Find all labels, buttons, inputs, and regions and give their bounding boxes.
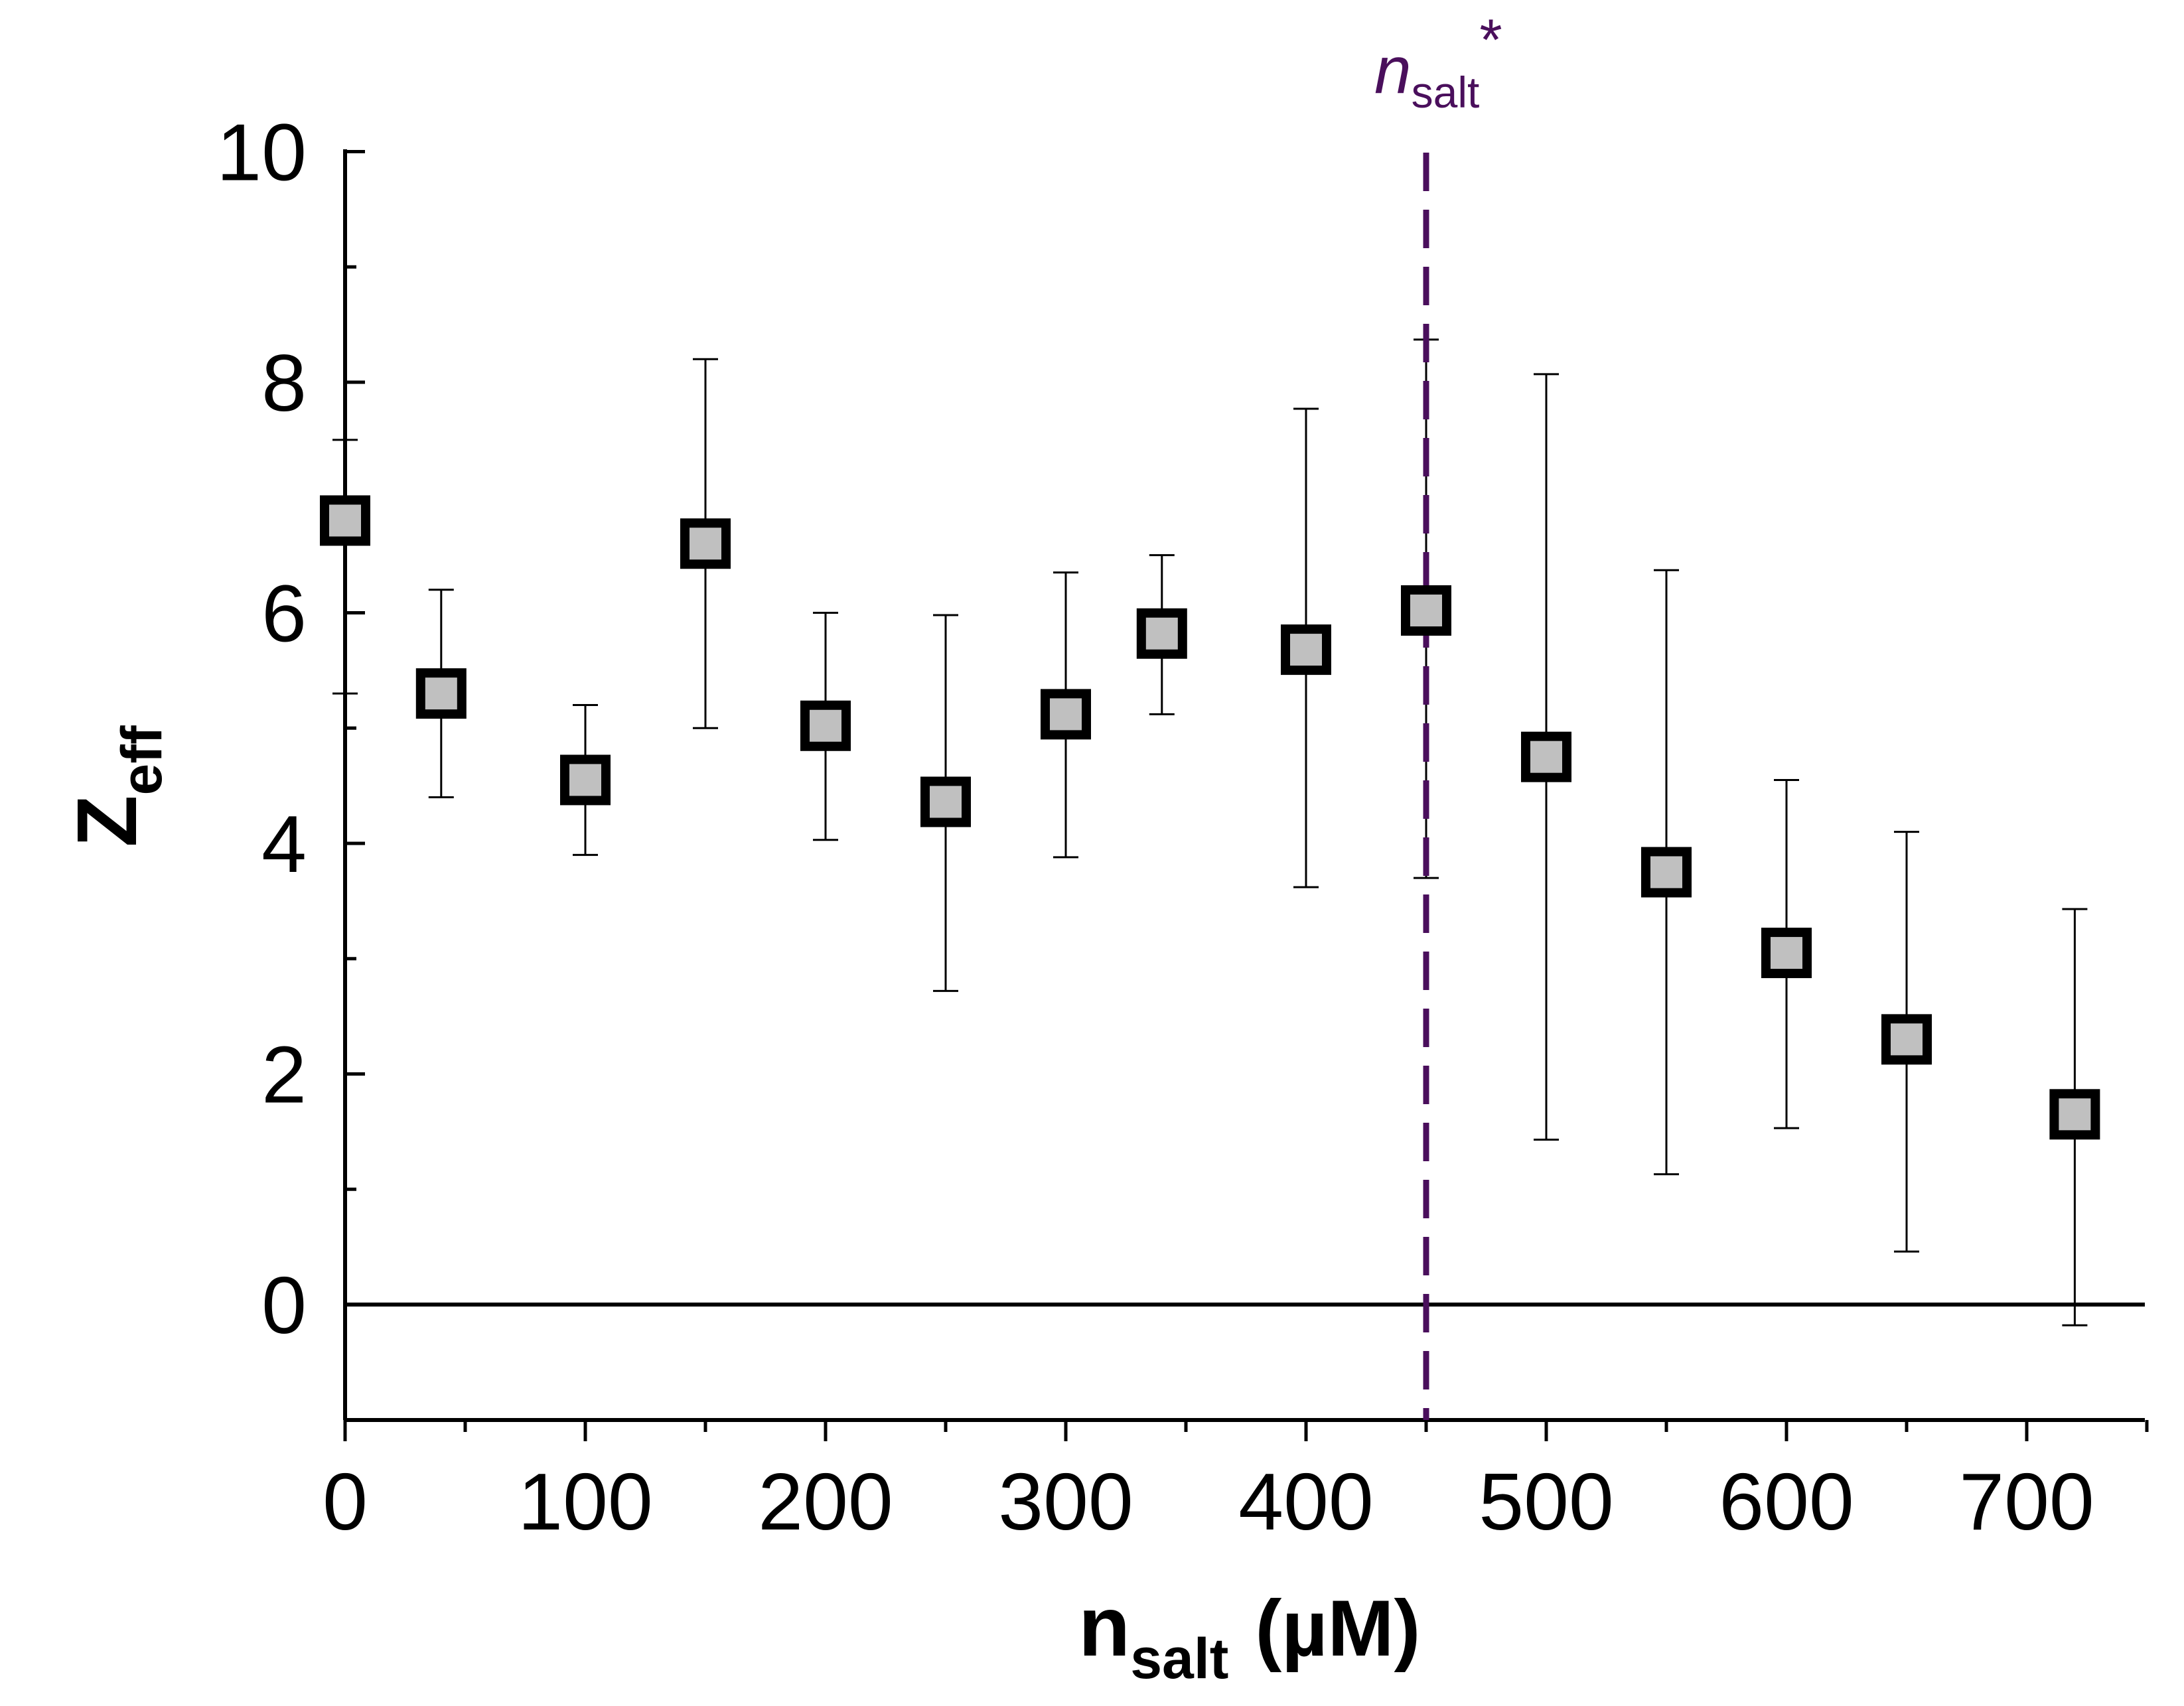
y-tick-label: 6 [261, 569, 307, 659]
x-axis-title: nsalt (µM) [1078, 1579, 1420, 1691]
x-axis-title-unit: (µM) [1255, 1584, 1420, 1673]
data-point [1881, 1014, 1932, 1065]
y-tick-label: 2 [261, 1030, 307, 1120]
data-points [320, 495, 2100, 1140]
data-point [2049, 1089, 2100, 1140]
data-point [1401, 585, 1451, 636]
y-ticks: 0 2 4 6 8 10 [216, 107, 365, 1422]
critical-salt-label-sup: * [1479, 7, 1502, 72]
x-tick-label: 500 [1479, 1457, 1614, 1547]
x-tick-label: 400 [1238, 1457, 1374, 1547]
y-tick-label: 4 [261, 799, 307, 889]
critical-salt-label-main: n [1374, 33, 1412, 107]
x-tick-label: 100 [518, 1457, 653, 1547]
data-point [800, 700, 851, 751]
data-point [1521, 731, 1571, 782]
y-axis-title-main: Z [60, 795, 155, 847]
data-point [680, 518, 731, 569]
data-point [1281, 624, 1331, 675]
x-tick-label: 300 [998, 1457, 1133, 1547]
error-bars [332, 338, 2088, 1326]
x-tick-label: 700 [1959, 1457, 2094, 1547]
x-tick-label: 0 [323, 1457, 368, 1547]
y-axis-title: Zeff [60, 725, 174, 847]
data-point [560, 754, 611, 806]
data-point [920, 776, 971, 827]
x-axis-title-main: n [1078, 1579, 1130, 1674]
y-axis-title-sub: eff [110, 725, 174, 795]
critical-salt-label: nsalt* [1374, 7, 1502, 117]
x-tick-label: 600 [1719, 1457, 1854, 1547]
data-point [320, 495, 370, 546]
x-tick-label: 200 [758, 1457, 893, 1547]
y-tick-label: 0 [261, 1260, 307, 1350]
axes [343, 149, 2145, 1422]
data-point [1136, 608, 1187, 659]
y-tick-label: 10 [216, 107, 307, 198]
y-tick-label: 8 [261, 338, 307, 428]
data-point [415, 668, 467, 719]
x-ticks: 0 100 200 300 400 500 600 700 [323, 1420, 2149, 1547]
data-point [1641, 847, 1692, 898]
data-point [1761, 928, 1812, 979]
x-axis-title-sub: salt [1130, 1627, 1228, 1691]
critical-salt-label-sub: salt [1412, 68, 1480, 117]
data-point [1041, 689, 1091, 740]
